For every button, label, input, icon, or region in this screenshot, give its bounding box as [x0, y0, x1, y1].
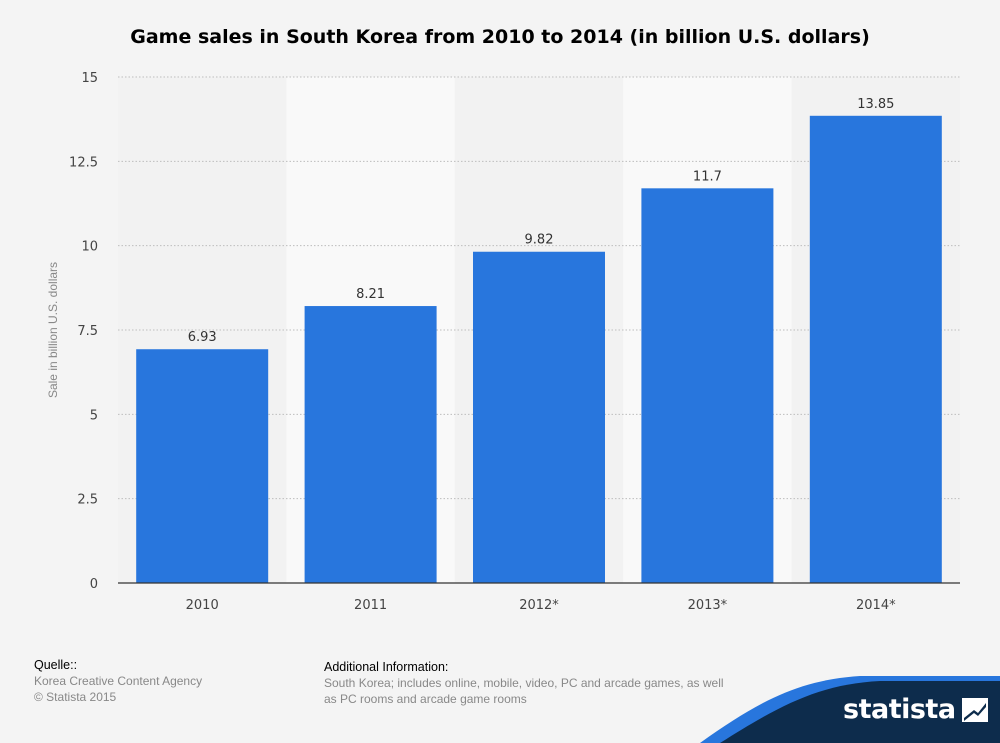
y-axis-label: Sale in billion U.S. dollars	[46, 262, 60, 398]
y-tick-label: 0	[90, 577, 98, 592]
data-label: 8.21	[356, 287, 385, 302]
additional-info-block: Additional Information: South Korea; inc…	[324, 659, 744, 707]
x-tick-label: 2010	[186, 598, 219, 613]
x-axis-ticks: 2010 2011 2012* 2013* 2014*	[186, 598, 896, 613]
statista-wordmark: statista	[843, 694, 956, 725]
data-label: 11.7	[693, 169, 722, 184]
bar[interactable]	[809, 115, 942, 583]
x-tick-label: 2014*	[856, 598, 896, 613]
statista-logo[interactable]: statista	[843, 694, 988, 725]
data-labels: 6.93 8.21 9.82 11.7 13.85	[188, 97, 895, 345]
additional-info-text: South Korea; includes online, mobile, vi…	[324, 676, 724, 706]
data-label: 6.93	[188, 330, 217, 345]
source-heading: Quelle::	[34, 658, 78, 672]
y-tick-label: 12.5	[69, 155, 98, 170]
y-tick-label: 5	[90, 408, 98, 423]
y-tick-label: 2.5	[77, 493, 98, 508]
y-axis-ticks: 0 2.5 5 7.5 10 12.5 15	[69, 71, 98, 592]
source-block: Quelle:: Korea Creative Content Agency ©…	[34, 657, 202, 705]
bars	[136, 115, 942, 584]
x-tick-label: 2013*	[688, 598, 728, 613]
source-line-1: Korea Creative Content Agency	[34, 674, 203, 688]
bar[interactable]	[304, 306, 437, 583]
bar[interactable]	[136, 349, 269, 583]
y-tick-label: 10	[81, 240, 98, 255]
chart-title: Game sales in South Korea from 2010 to 2…	[130, 26, 870, 48]
bar[interactable]	[473, 251, 605, 584]
source-line-2: © Statista 2015	[34, 690, 117, 704]
y-tick-label: 7.5	[77, 324, 98, 339]
x-tick-label: 2012*	[519, 598, 559, 613]
data-label: 9.82	[525, 233, 554, 248]
y-tick-label: 15	[81, 71, 98, 86]
statista-logo-icon	[961, 697, 988, 722]
additional-info-heading: Additional Information:	[324, 660, 449, 674]
bar-chart: 0 2.5 5 7.5 10 12.5 15 6.93 8.21 9.82 11.7 13.85 2…	[46, 71, 960, 613]
x-tick-label: 2011	[354, 598, 387, 613]
data-label: 13.85	[857, 97, 894, 112]
bar[interactable]	[641, 188, 774, 583]
